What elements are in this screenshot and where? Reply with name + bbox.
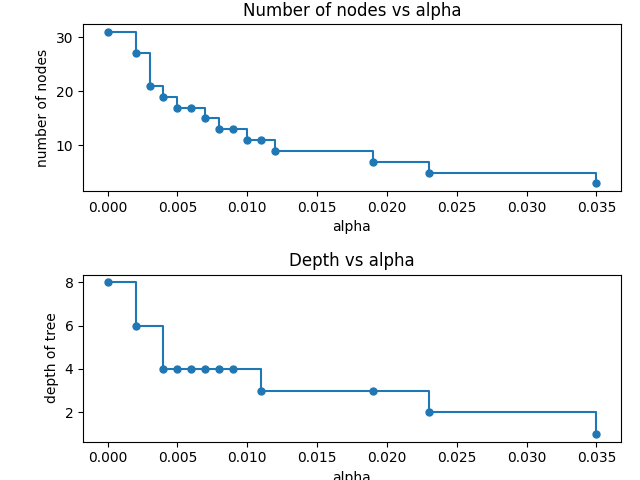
Title: Depth vs alpha: Depth vs alpha <box>289 252 415 270</box>
Y-axis label: depth of tree: depth of tree <box>45 312 59 404</box>
Title: Number of nodes vs alpha: Number of nodes vs alpha <box>243 1 461 20</box>
X-axis label: alpha: alpha <box>333 471 371 480</box>
Y-axis label: number of nodes: number of nodes <box>36 48 51 167</box>
X-axis label: alpha: alpha <box>333 220 371 234</box>
